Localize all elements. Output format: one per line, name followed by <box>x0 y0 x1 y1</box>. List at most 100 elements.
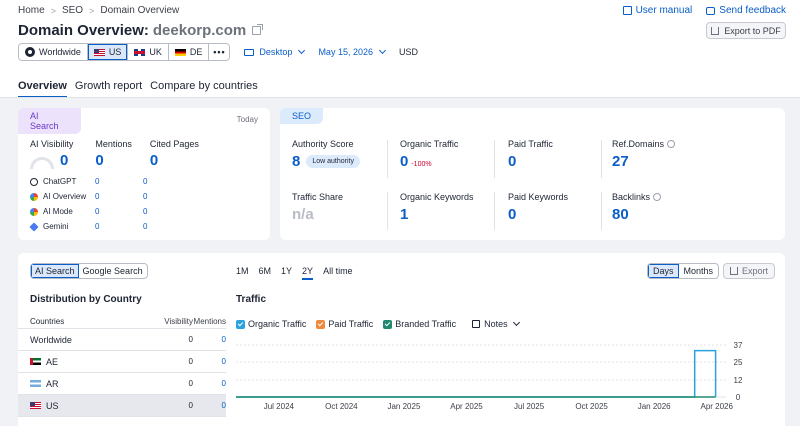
organic-traffic-metric: Organic Traffic 0 -100% <box>400 139 500 170</box>
range-2y[interactable]: 2Y <box>302 266 314 280</box>
database-de[interactable]: DE <box>168 44 210 60</box>
range-all-time[interactable]: All time <box>323 266 353 276</box>
platform-cited[interactable]: 0 <box>143 177 148 186</box>
metric-value-wrap: 0 <box>30 152 73 169</box>
metric-value[interactable]: 1 <box>400 206 409 223</box>
ref-domains-metric: Ref.Domains 27 <box>612 139 712 170</box>
toggle-days[interactable]: Days <box>648 264 679 278</box>
metric-label-wrap: Ref.Domains <box>612 139 712 149</box>
country-mentions[interactable]: 0 <box>221 379 226 388</box>
distribution-title: Distribution by Country <box>30 294 142 305</box>
country-mentions[interactable]: 0 <box>221 357 226 366</box>
metric-value[interactable]: 80 <box>612 206 629 223</box>
database-uk[interactable]: UK <box>128 44 169 60</box>
ai-metrics: AI Visibility 0 Mentions 0 Cited Pages 0 <box>30 139 217 169</box>
metric-label: Organic Keywords <box>400 192 474 202</box>
traffic-title: Traffic <box>236 294 267 305</box>
country-mentions[interactable]: 0 <box>221 401 226 410</box>
range-6m[interactable]: 6M <box>258 266 272 276</box>
platform-cited[interactable]: 0 <box>143 222 148 231</box>
top-links: User manual Send feedback <box>622 5 786 16</box>
x-tick-label: Apr 2025 <box>450 402 483 411</box>
list-item: ChatGPT 0 0 <box>30 174 147 189</box>
seo-card: SEO Authority Score 8 Low authority Orga… <box>280 108 785 240</box>
mentions-metric: Mentions 0 <box>95 139 132 169</box>
currency-label: USD <box>399 47 418 57</box>
metric-value[interactable]: 0 <box>508 153 517 170</box>
platform-cited[interactable]: 0 <box>143 192 148 201</box>
user-manual-link[interactable]: User manual <box>622 5 692 16</box>
breadcrumb-separator-icon: > <box>89 5 95 16</box>
metric-value-wrap: 8 Low authority <box>292 153 392 170</box>
legend-organic-traffic[interactable]: Organic Traffic <box>236 319 306 329</box>
database-label: UK <box>149 47 162 57</box>
country-mentions[interactable]: 0 <box>221 335 226 344</box>
divider <box>387 140 388 178</box>
divider <box>601 192 602 230</box>
export-button[interactable]: Export <box>723 263 775 279</box>
tab-compare-by-countries[interactable]: Compare by countries <box>150 80 258 92</box>
toggle-months[interactable]: Months <box>683 266 714 276</box>
platform-name: Gemini <box>43 222 69 231</box>
paid-traffic-metric: Paid Traffic 0 <box>508 139 608 170</box>
range-1m[interactable]: 1M <box>236 266 249 276</box>
info-icon[interactable] <box>667 140 676 148</box>
metric-value[interactable]: 0 <box>400 153 409 170</box>
metric-value[interactable]: 27 <box>612 153 629 170</box>
metric-value-wrap: 0 -100% <box>400 153 500 170</box>
metric-label-wrap: Backlinks <box>612 192 712 202</box>
breadcrumb-home[interactable]: Home <box>18 5 45 16</box>
country-visibility: 0 <box>188 335 193 344</box>
monitor-icon <box>244 48 255 56</box>
x-tick-label: Oct 2024 <box>325 402 358 411</box>
device-selector[interactable]: Desktop <box>244 46 306 57</box>
platform-mentions[interactable]: 0 <box>95 207 100 216</box>
country-name: Worldwide <box>30 334 72 345</box>
notes-dropdown[interactable]: Notes <box>472 318 520 329</box>
database-us[interactable]: US <box>87 44 129 60</box>
range-1y[interactable]: 1Y <box>281 266 293 276</box>
legend-branded-traffic[interactable]: Branded Traffic <box>383 319 456 329</box>
table-row[interactable]: AE 0 0 <box>18 351 226 373</box>
flag-de-icon <box>174 48 186 56</box>
external-link-icon[interactable] <box>252 24 264 35</box>
platform-mentions[interactable]: 0 <box>95 192 100 201</box>
database-selector: Worldwide US UK DE ••• <box>18 43 231 61</box>
country-table: Countries Visibility Mentions Worldwide … <box>18 315 226 417</box>
metric-value[interactable]: 8 <box>292 153 301 170</box>
breadcrumb-separator-icon: > <box>50 5 56 16</box>
metric-label: Backlinks <box>612 192 651 202</box>
y-tick-label: 37 <box>734 341 743 350</box>
export-icon <box>729 267 738 275</box>
database-worldwide[interactable]: Worldwide <box>19 44 88 60</box>
platform-mentions[interactable]: 0 <box>95 222 100 231</box>
metric-value[interactable]: 0 <box>149 152 159 169</box>
tab-overview[interactable]: Overview <box>18 80 67 98</box>
table-row[interactable]: Worldwide 0 0 <box>18 329 226 351</box>
flag-uk-icon <box>134 48 146 56</box>
date-selector[interactable]: May 15, 2026 <box>318 46 387 57</box>
tab-growth-report[interactable]: Growth report <box>74 80 143 92</box>
more-databases-button[interactable]: ••• <box>209 44 230 60</box>
send-feedback-link[interactable]: Send feedback <box>706 5 786 16</box>
metric-value[interactable]: 0 <box>95 152 104 169</box>
chat-icon <box>706 6 716 15</box>
metric-value[interactable]: 0 <box>508 206 517 223</box>
toggle-ai-search[interactable]: AI Search <box>31 264 79 278</box>
breadcrumb-seo[interactable]: SEO <box>61 5 84 16</box>
legend-label: Organic Traffic <box>248 319 307 329</box>
table-row[interactable]: AR 0 0 <box>18 373 226 395</box>
country-visibility: 0 <box>188 379 193 388</box>
metric-label: Cited Pages <box>149 139 199 149</box>
toggle-google-search[interactable]: Google Search <box>82 266 143 276</box>
table-row[interactable]: US 0 0 <box>18 395 226 417</box>
info-icon[interactable] <box>653 193 662 201</box>
header-mentions: Mentions <box>193 317 226 326</box>
platform-cited[interactable]: 0 <box>143 207 148 216</box>
legend-paid-traffic[interactable]: Paid Traffic <box>316 319 373 329</box>
metric-value[interactable]: 0 <box>60 152 69 169</box>
export-pdf-button[interactable]: Export to PDF <box>706 22 786 39</box>
platform-mentions[interactable]: 0 <box>95 177 100 186</box>
more-icon: ••• <box>213 47 226 57</box>
metric-value: n/a <box>292 206 314 223</box>
